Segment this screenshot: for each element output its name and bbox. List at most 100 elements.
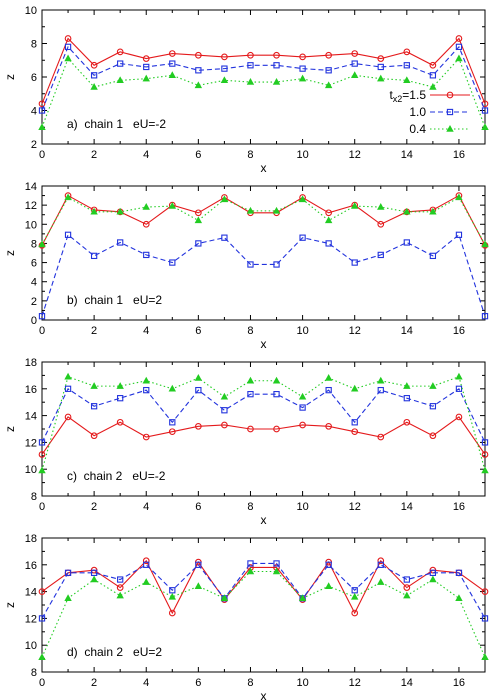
data-point-circle	[377, 220, 385, 228]
data-point-circle	[221, 421, 228, 429]
data-point-triangle	[350, 71, 359, 79]
data-point-triangle	[429, 207, 437, 215]
data-point-triangle	[246, 376, 255, 384]
data-point-triangle	[429, 382, 437, 389]
data-point-triangle	[194, 582, 203, 589]
panel-annotation: d) chain 2 eU=2	[67, 645, 162, 659]
data-point-triangle	[481, 123, 489, 130]
data-point-circle	[90, 61, 98, 69]
data-point-triangle	[194, 81, 203, 89]
data-point-square	[455, 43, 463, 50]
x-tick-label: 6	[195, 501, 201, 513]
x-tick-label: 4	[143, 325, 149, 337]
data-point-square	[299, 65, 306, 72]
panel-4: 0 2 4 6 8 10 12 14 16 8 10 12 14 16 18 x z d) chain 2 eU=…	[3, 533, 489, 700]
data-point-circle	[351, 428, 359, 436]
data-point-triangle	[194, 216, 203, 224]
data-point-square	[195, 240, 202, 247]
data-point-square	[169, 60, 176, 67]
data-point-triangle	[324, 81, 333, 89]
y-tick-label: 14	[25, 587, 37, 599]
panel-2: 0 2 4 6 8 10 12 14 16 0 2 4 6 8 10 12 14 x z b) chain 1 eU=…	[3, 181, 489, 351]
panel-annotation: a) chain 1 eU=-2	[67, 117, 166, 131]
series-line	[41, 45, 486, 111]
data-point-square	[377, 251, 384, 259]
data-point-triangle	[220, 76, 229, 84]
x-tick-label: 4	[143, 149, 149, 161]
data-point-triangle	[116, 207, 124, 215]
data-point-square	[117, 239, 124, 246]
data-point-square	[481, 313, 489, 320]
data-point-triangle	[481, 466, 489, 474]
series-3	[38, 193, 489, 248]
data-point-square	[169, 587, 176, 594]
data-point-square	[143, 63, 150, 71]
data-point-triangle	[64, 54, 72, 62]
series-3	[38, 567, 489, 660]
x-tick-label: 14	[401, 325, 413, 337]
data-point-triangle	[377, 376, 385, 384]
data-point-circle	[351, 50, 359, 57]
x-tick-label: 12	[349, 677, 361, 689]
data-point-circle	[90, 432, 98, 440]
data-point-triangle	[38, 466, 46, 474]
x-tick-label: 8	[247, 501, 253, 513]
data-point-square	[429, 403, 437, 410]
x-tick-label: 0	[39, 677, 45, 689]
data-point-triangle	[272, 567, 281, 575]
data-point-triangle	[377, 74, 385, 82]
data-point-square	[221, 234, 228, 241]
data-point-circle	[377, 55, 385, 62]
data-point-circle	[38, 588, 46, 595]
data-point-square	[429, 569, 437, 576]
y-tick-label: 12	[25, 613, 37, 625]
x-tick-label: 14	[401, 149, 413, 161]
data-point-triangle	[429, 83, 437, 90]
legend-label-main: t	[389, 88, 393, 102]
panel-annotation: b) chain 1 eU=2	[67, 293, 162, 307]
x-tick-label: 10	[296, 325, 308, 337]
data-point-square	[64, 43, 72, 50]
data-point-square	[221, 65, 228, 72]
data-point-square	[273, 391, 280, 398]
data-point-triangle	[403, 207, 411, 215]
data-point-circle	[299, 421, 306, 429]
legend-label: 0.4	[409, 122, 426, 136]
y-tick-label: 10	[25, 640, 37, 652]
y-tick-label: 4	[31, 106, 37, 118]
y-axis-label: z	[3, 602, 17, 608]
x-tick-label: 14	[401, 677, 413, 689]
legend-marker-circle	[446, 91, 454, 99]
data-point-circle	[429, 61, 437, 69]
data-point-circle	[168, 609, 176, 617]
data-point-square	[195, 561, 202, 568]
x-axis-label: x	[261, 161, 267, 175]
series-line	[41, 559, 486, 615]
data-point-circle	[116, 584, 124, 591]
data-point-triangle	[429, 575, 437, 583]
data-point-square	[273, 62, 280, 69]
data-point-triangle	[168, 71, 177, 79]
data-point-square	[325, 561, 332, 568]
legend: tx2=1.51.00.4	[389, 88, 470, 136]
x-tick-label: 12	[349, 149, 361, 161]
data-point-circle	[455, 413, 463, 421]
data-point-circle	[273, 425, 280, 433]
x-tick-label: 8	[247, 149, 253, 161]
panel-3: 0 2 4 6 8 10 12 14 16 8 10 12 14 16 18 x z c) chain 2 eU=…	[3, 357, 489, 527]
data-point-triangle	[403, 76, 411, 84]
data-point-triangle	[220, 392, 229, 400]
data-point-square	[221, 407, 228, 414]
data-point-triangle	[38, 653, 46, 660]
legend-label-sub: x2	[393, 94, 403, 104]
x-tick-label: 0	[39, 501, 45, 513]
data-point-circle	[325, 422, 332, 430]
data-point-square	[90, 569, 98, 576]
y-tick-label: 18	[25, 533, 37, 545]
data-point-circle	[403, 48, 411, 56]
y-tick-label: 2	[31, 296, 37, 308]
series-3	[38, 372, 489, 474]
data-point-circle	[195, 51, 202, 59]
x-tick-label: 4	[143, 501, 149, 513]
